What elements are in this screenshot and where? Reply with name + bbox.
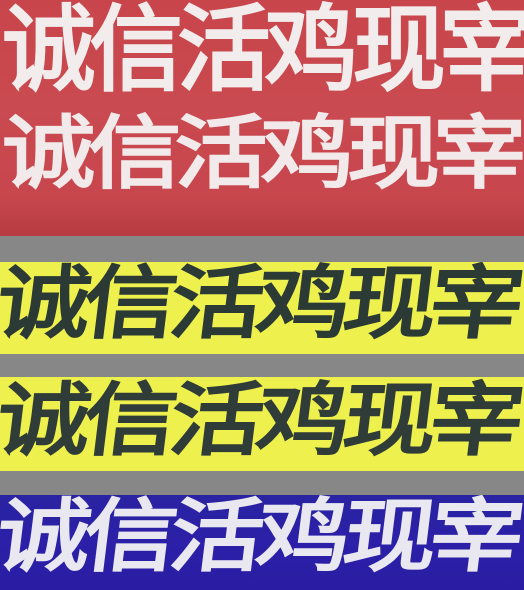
sign-text: 诚信活鸡现宰: [0, 495, 523, 583]
sign-text: 诚信活鸡现宰: [0, 377, 523, 467]
sign-text: 诚信活鸡现宰: [2, 107, 524, 200]
sign-text: 诚信活鸡现宰: [0, 262, 523, 350]
sign-text: 诚信活鸡现宰: [2, 0, 524, 105]
blue-sign: 诚信活鸡现宰: [0, 495, 524, 590]
yellow-sign: 诚信活鸡现宰: [0, 377, 524, 471]
red-sign: 诚信活鸡现宰 诚信活鸡现宰: [0, 0, 524, 236]
yellow-sign: 诚信活鸡现宰: [0, 262, 524, 354]
sign-shadow: [0, 196, 524, 236]
